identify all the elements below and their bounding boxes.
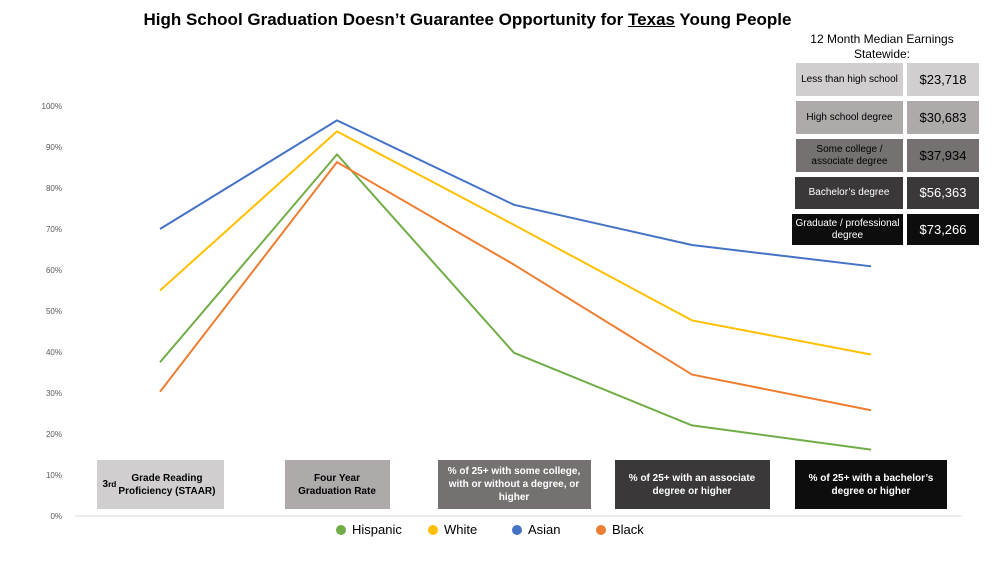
series-line-black xyxy=(159,161,872,412)
legend-label: Hispanic xyxy=(352,522,402,537)
y-tick-label: 100% xyxy=(42,102,62,111)
y-tick-label: 20% xyxy=(46,430,62,439)
title-text-end: Young People xyxy=(674,10,792,29)
title-text-start: High School Graduation Doesn’t Guarantee… xyxy=(143,10,629,29)
title-texas: Texas xyxy=(628,10,675,29)
x-category-label: % of 25+ with a bachelor’s degree or hig… xyxy=(795,460,947,509)
y-tick-label: 60% xyxy=(46,266,62,275)
y-tick-label: 50% xyxy=(46,307,62,316)
legend-label: Black xyxy=(612,522,644,537)
x-category-label: Four Year Graduation Rate xyxy=(284,460,390,509)
series-line-hispanic xyxy=(159,153,872,451)
y-tick-label: 0% xyxy=(50,512,62,521)
y-tick-label: 90% xyxy=(46,143,62,152)
earnings-row-value: $30,683 xyxy=(907,101,979,134)
series-line-white xyxy=(159,130,872,356)
legend-item-hispanic: Hispanic xyxy=(336,522,402,537)
legend-marker xyxy=(336,524,346,535)
legend-item-black: Black xyxy=(596,522,644,537)
earnings-row-value: $23,718 xyxy=(907,63,979,96)
y-tick-label: 70% xyxy=(46,225,62,234)
chart-title: High School Graduation Doesn’t Guarantee… xyxy=(0,10,935,30)
x-category-label: % of 25+ with some college, with or with… xyxy=(437,460,591,509)
y-tick-label: 80% xyxy=(46,184,62,193)
legend-item-white: White xyxy=(428,522,477,537)
legend-marker xyxy=(428,524,438,535)
legend-item-asian: Asian xyxy=(512,522,561,537)
legend-marker xyxy=(596,524,606,535)
y-tick-label: 10% xyxy=(46,471,62,480)
y-tick-label: 40% xyxy=(46,348,62,357)
earnings-row-label: High school degree xyxy=(796,101,903,134)
earnings-row-value: $56,363 xyxy=(907,177,979,209)
earnings-row-label: Less than high school xyxy=(796,63,903,96)
earnings-row-label: Bachelor’s degree xyxy=(795,177,903,209)
y-tick-label: 30% xyxy=(46,389,62,398)
earnings-heading: 12 Month Median Earnings Statewide: xyxy=(810,32,954,61)
earnings-row-label: Some college / associate degree xyxy=(796,139,903,172)
earnings-row-value: $37,934 xyxy=(907,139,979,172)
legend-marker xyxy=(512,524,522,535)
earnings-row-value: $73,266 xyxy=(907,214,979,245)
legend-label: White xyxy=(444,522,478,537)
earnings-row-label: Graduate / professional degree xyxy=(792,214,903,245)
legend-label: Asian xyxy=(528,522,561,537)
x-category-label: % of 25+ with an associate degree or hig… xyxy=(614,460,770,509)
series-line-asian xyxy=(159,119,872,268)
